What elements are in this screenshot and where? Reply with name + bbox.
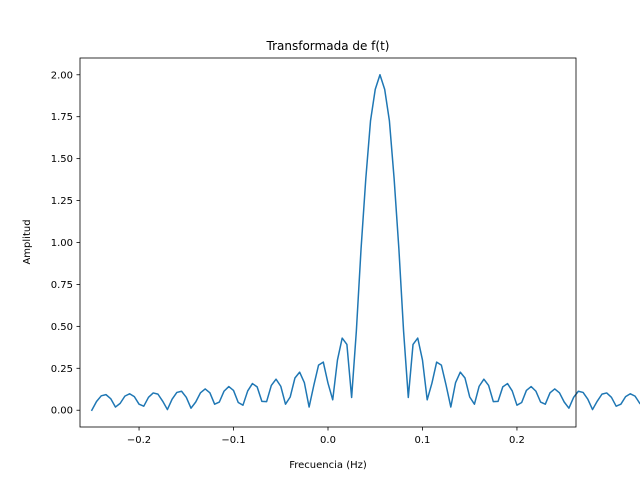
x-tick-label: 0.0 bbox=[320, 435, 336, 446]
series-line bbox=[90, 74, 640, 412]
y-tick-label: 0.00 bbox=[51, 406, 73, 417]
y-tick-label: 1.50 bbox=[51, 154, 73, 165]
x-tick-label: 0.1 bbox=[415, 435, 431, 446]
x-tick-label: −0.1 bbox=[221, 435, 245, 446]
y-tick-label: 0.75 bbox=[51, 280, 73, 291]
x-tick-label: −0.2 bbox=[127, 435, 151, 446]
plot-frame bbox=[79, 57, 577, 428]
y-tick-label: 0.25 bbox=[51, 364, 73, 375]
x-tick-label: 0.2 bbox=[509, 435, 525, 446]
chart-title: Transformada de f(t) bbox=[266, 39, 390, 53]
axis-ticks: −0.2 −0.1 0.0 0.1 0.2 0.00 0.25 0.50 0.75 1.00 1.2… bbox=[51, 70, 525, 446]
y-tick-label: 1.75 bbox=[51, 112, 73, 123]
y-tick-label: 2.00 bbox=[51, 70, 73, 81]
y-tick-label: 1.25 bbox=[51, 196, 73, 207]
y-tick-label: 1.00 bbox=[51, 238, 73, 249]
y-tick-label: 0.50 bbox=[51, 322, 73, 333]
y-axis-label: Amplitud bbox=[22, 219, 33, 264]
x-axis-label: Frecuencia (Hz) bbox=[289, 460, 367, 471]
